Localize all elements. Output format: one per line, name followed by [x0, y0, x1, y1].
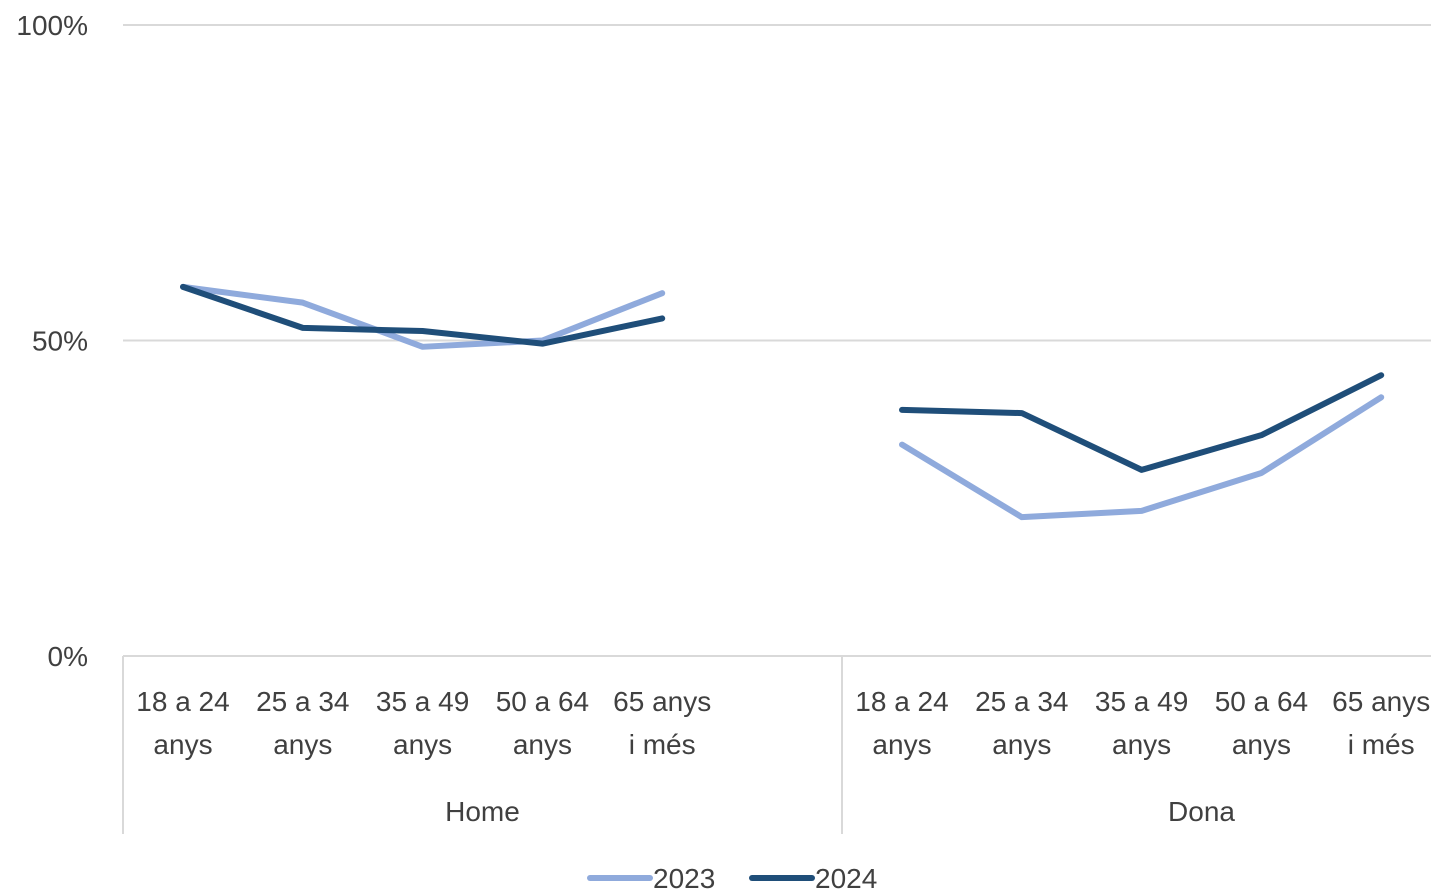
- x-tick-label: 18 a 24 anys: [855, 686, 948, 760]
- y-tick-label: 100%: [16, 10, 88, 41]
- x-tick-label: 25 a 34 anys: [256, 686, 349, 760]
- legend-label: 2024: [815, 863, 877, 893]
- series-lines: [180, 283, 1385, 521]
- y-tick-label: 0%: [48, 641, 88, 672]
- y-axis-tick-labels: 0% 50% 100%: [16, 10, 88, 672]
- x-tick-label: 50 a 64 anys: [496, 686, 589, 760]
- x-tick-label: 18 a 24 anys: [136, 686, 229, 760]
- y-tick-label: 50%: [32, 326, 88, 357]
- series-2023-line: [899, 394, 1385, 521]
- x-tick-label: 65 anys i més: [613, 686, 711, 760]
- x-tick-label: 65 anys i més: [1332, 686, 1430, 760]
- x-tick-label: 25 a 34 anys: [975, 686, 1068, 760]
- legend: 2023 2024: [587, 863, 877, 893]
- legend-label: 2023: [653, 863, 715, 893]
- series-2024-line: [180, 283, 666, 347]
- x-tick-label: 35 a 49 anys: [376, 686, 469, 760]
- x-axis: 18 a 24 anys 25 a 34 anys 35 a 49 anys 50 a 64…: [122, 656, 1430, 834]
- series-2023-line: [180, 283, 666, 350]
- x-group-label: Dona: [1168, 796, 1235, 827]
- series-2024-line: [899, 372, 1385, 473]
- x-group-label: Home: [445, 796, 520, 827]
- x-tick-label: 35 a 49 anys: [1095, 686, 1188, 760]
- x-tick-label: 50 a 64 anys: [1215, 686, 1308, 760]
- gridlines: [123, 24, 1431, 657]
